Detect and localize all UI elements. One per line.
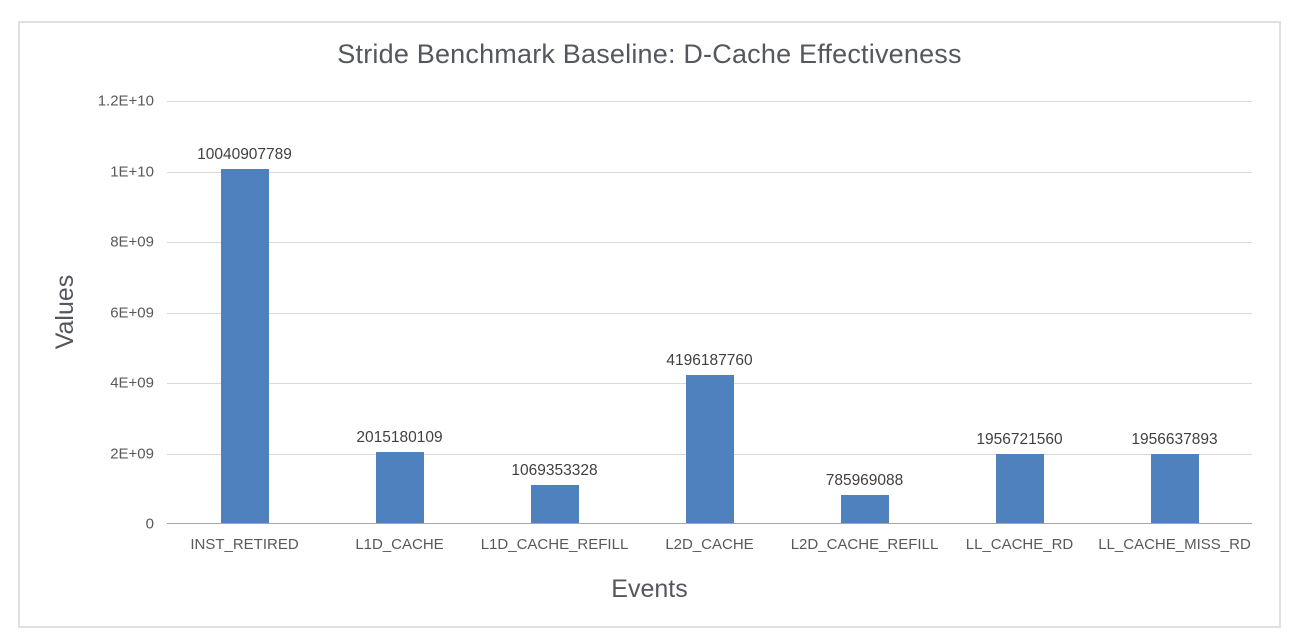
y-tick-label: 4E+09 — [110, 374, 154, 392]
chart-title: Stride Benchmark Baseline: D-Cache Effec… — [337, 39, 962, 69]
x-axis-title: Events — [611, 575, 688, 603]
category-label: L2D_CACHE — [665, 536, 754, 553]
category-label: INST_RETIRED — [190, 536, 299, 553]
bar-inst-retired — [220, 169, 269, 523]
bar-l2d-cache — [685, 375, 734, 523]
y-tick-label: 6E+09 — [110, 304, 154, 321]
category-label: L2D_CACHE_REFILL — [790, 536, 939, 553]
category-label: L1D_CACHE — [355, 536, 444, 553]
bar-l2d-cache-refill — [840, 495, 889, 523]
bar-ll-cache-rd — [995, 454, 1044, 523]
gridline — [167, 171, 1252, 173]
y-tick-label: 2E+09 — [110, 445, 154, 462]
bar-l1d-cache-refill — [530, 485, 579, 523]
chart-area: Stride Benchmark Baseline: D-Cache Effec… — [18, 21, 1281, 628]
y-tick-label: 0 — [145, 515, 154, 533]
y-tick-label: 8E+09 — [110, 233, 154, 251]
y-tick-label: 1.2E+10 — [97, 92, 154, 110]
y-tick-label: 1E+10 — [110, 163, 154, 180]
category-label: LL_CACHE_RD — [965, 536, 1074, 553]
bar-value-label: 2015180109 — [356, 428, 443, 446]
gridline — [167, 242, 1252, 243]
bar-value-label: 785969088 — [825, 472, 904, 490]
bar-value-label: 10040907789 — [197, 146, 292, 164]
bar-ll-cache-miss-rd — [1150, 454, 1199, 523]
category-label: LL_CACHE_MISS_RD — [1098, 536, 1251, 553]
bar-value-label: 1956721560 — [976, 431, 1063, 449]
plot-area: 0 2E+09 4E+09 6E+09 8E+09 1E+10 1.2E+10 1004090… — [98, 93, 1252, 553]
bar-value-label: 1956637893 — [1131, 431, 1218, 449]
category-label: L1D_CACHE_REFILL — [480, 536, 629, 553]
bar-value-label: 1069353328 — [511, 462, 598, 480]
gridline — [167, 312, 1252, 314]
gridline — [167, 101, 1252, 102]
bar-value-label: 4196187760 — [666, 352, 753, 370]
bar-l1d-cache — [375, 451, 424, 523]
